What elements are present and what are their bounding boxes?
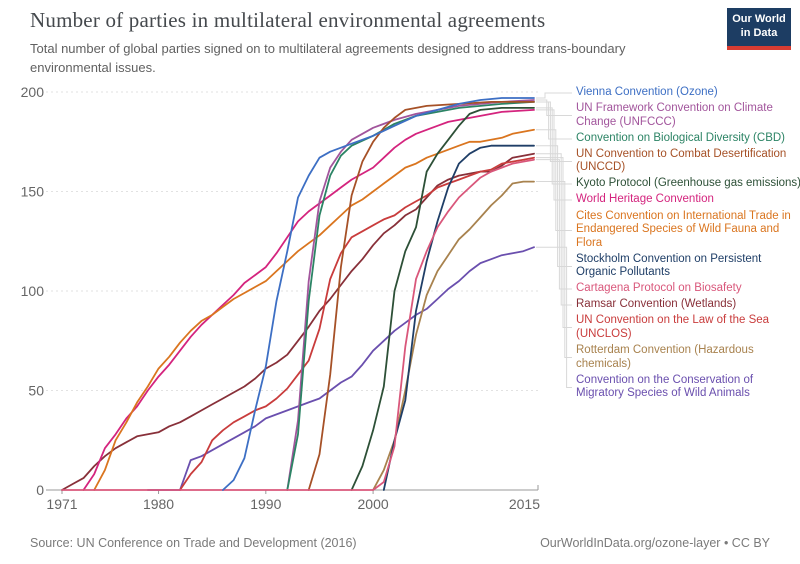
series-line-cbd bbox=[286, 101, 535, 491]
legend-item-unfccc: UN Framework Convention on Climate Chang… bbox=[576, 102, 773, 128]
series-line-rotterdam bbox=[372, 180, 535, 491]
attribution-link[interactable]: OurWorldInData.org/ozone-layer • CC BY bbox=[540, 536, 770, 550]
y-tick-label-150: 150 bbox=[21, 184, 45, 200]
series-line-kyoto bbox=[350, 107, 535, 491]
y-tick-label-100: 100 bbox=[21, 283, 45, 299]
legend-item-cms: Convention on the Conservation of Migrat… bbox=[576, 373, 754, 400]
page-subtitle: Total number of global parties signed on… bbox=[30, 41, 626, 75]
logo-line1: Our World bbox=[732, 13, 786, 25]
series-line-cartagena bbox=[61, 158, 535, 491]
legend-connector-rotterdam bbox=[536, 181, 572, 358]
legend-connector-whc bbox=[536, 109, 572, 201]
chart-legend: Vienna Convention (Ozone) UN Framework Co… bbox=[576, 86, 800, 403]
y-tick-label-0: 0 bbox=[36, 482, 44, 498]
series-line-unccd bbox=[307, 101, 535, 491]
series-line-unclos bbox=[179, 156, 535, 491]
legend-item-unccd: UN Convention to Combat Desertification … bbox=[576, 147, 787, 174]
series-line-whc bbox=[82, 109, 535, 491]
legend-connector-cites bbox=[536, 129, 572, 231]
series-line-cites bbox=[93, 128, 535, 491]
series-line-ramsar bbox=[61, 152, 535, 491]
our-world-in-data-logo: Our World in Data bbox=[727, 8, 791, 50]
legend-connector-cms bbox=[536, 246, 572, 388]
legend-item-cartagena: Cartagena Protocol on Biosafety bbox=[576, 282, 742, 295]
legend-item-ramsar: Ramsar Convention (Wetlands) bbox=[576, 298, 737, 311]
series-line-stockholm bbox=[382, 144, 535, 491]
source-note: Source: UN Conference on Trade and Devel… bbox=[30, 536, 357, 550]
y-tick-label-50: 50 bbox=[28, 383, 44, 399]
x-tick-label-1971: 1971 bbox=[46, 496, 77, 512]
chart-footer: Source: UN Conference on Trade and Devel… bbox=[30, 536, 770, 550]
legend-item-stockholm: Stockholm Convention on Persistent Organ… bbox=[576, 252, 762, 279]
x-tick-label-2000: 2000 bbox=[358, 496, 389, 512]
legend-connector-unclos bbox=[536, 157, 572, 328]
legend-item-unclos: UN Convention on the Law of the Sea (UNC… bbox=[576, 314, 770, 340]
legend-item-whc: World Heritage Convention bbox=[576, 193, 714, 206]
x-tick-label-1980: 1980 bbox=[143, 496, 174, 512]
series-line-cms bbox=[146, 246, 535, 491]
series-line-vienna bbox=[221, 97, 535, 491]
legend-item-kyoto: Kyoto Protocol (Greenhouse gas emissions… bbox=[576, 177, 800, 190]
page-title: Number of parties in multilateral enviro… bbox=[30, 8, 546, 32]
legend-item-cbd: Convention on Biological Diversity (CBD) bbox=[576, 131, 785, 144]
series-line-unfccc bbox=[286, 99, 535, 491]
y-tick-label-200: 200 bbox=[21, 84, 45, 100]
legend-connector-vienna bbox=[536, 92, 572, 99]
legend-item-cites: Cites Convention on International Trade … bbox=[576, 209, 791, 249]
legend-connector-cartagena bbox=[536, 159, 572, 290]
logo-line2: in Data bbox=[740, 26, 778, 39]
legend-item-rotterdam: Rotterdam Convention (Hazardous chemical… bbox=[576, 344, 754, 370]
legend-item-vienna: Vienna Convention (Ozone) bbox=[576, 86, 718, 98]
x-tick-label-1990: 1990 bbox=[250, 496, 281, 512]
x-tick-label-2015: 2015 bbox=[509, 496, 540, 512]
